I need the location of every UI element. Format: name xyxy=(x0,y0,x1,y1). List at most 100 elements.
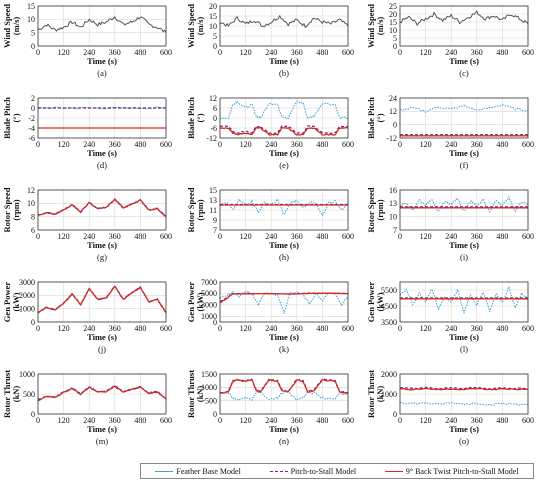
y-axis-label-line: Rotor Speed xyxy=(2,187,12,232)
series-line-backtwist xyxy=(38,198,167,218)
x-tick-label: 600 xyxy=(522,232,534,241)
x-tick-label: 240 xyxy=(445,232,457,241)
series-line-backtwist xyxy=(37,285,167,314)
plot-frame xyxy=(37,281,167,323)
y-tick-label: 7000 xyxy=(201,278,217,287)
x-tick-label: 360 xyxy=(291,232,303,241)
y-tick-label: 7 xyxy=(213,226,217,235)
x-tick-label: 480 xyxy=(134,416,146,425)
y-axis-label-line: (m/s) xyxy=(195,17,205,36)
y-tick-label: 10 xyxy=(389,212,397,221)
y-tick-label: 13 xyxy=(209,196,217,205)
x-tick-label: 360 xyxy=(471,48,483,57)
y-axis-label-line: Blade Pitch xyxy=(186,97,196,139)
x-tick-label: 360 xyxy=(471,416,483,425)
y-axis-label: Rotor Speed(rpm) xyxy=(186,187,205,232)
y-tick-label: 20 xyxy=(389,10,397,19)
x-axis-label: Time (s) xyxy=(87,56,117,66)
y-axis-label-line: Wind Speed xyxy=(186,4,196,48)
y-tick-label: 0 xyxy=(393,410,397,419)
y-tick-label: 16 xyxy=(389,186,397,195)
subplot-letter: (b) xyxy=(279,68,289,78)
y-axis-label-line: (kW) xyxy=(195,292,205,311)
series-line-pitch xyxy=(399,386,529,390)
series-line-feather xyxy=(219,391,349,401)
y-tick-label: 500 xyxy=(23,390,35,399)
x-tick-label: 480 xyxy=(316,140,328,149)
x-tick-label: 0 xyxy=(36,416,40,425)
x-axis-label: Time (s) xyxy=(449,332,479,342)
x-tick-label: 240 xyxy=(265,48,277,57)
series-line-pitch xyxy=(219,125,349,135)
y-tick-label: 1000 xyxy=(381,390,397,399)
subplot-letter: (l) xyxy=(460,344,468,354)
y-tick-label: 0 xyxy=(213,114,217,123)
x-tick-label: 0 xyxy=(218,324,222,333)
legend-swatch-feather xyxy=(155,470,174,472)
y-tick-label: 2000 xyxy=(381,370,397,379)
y-axis-label: Gen Power(kW) xyxy=(366,282,385,323)
y-tick-label: 5000 xyxy=(201,289,217,298)
x-tick-label: 120 xyxy=(240,232,252,241)
series-line-wind xyxy=(219,15,349,28)
x-tick-label: 120 xyxy=(58,140,70,149)
x-tick-label: 0 xyxy=(398,324,402,333)
x-tick-label: 600 xyxy=(342,48,354,57)
x-tick-label: 600 xyxy=(160,140,172,149)
y-tick-label: 3000 xyxy=(201,301,217,310)
y-axis-label-line: Rotor Thrust xyxy=(2,370,12,418)
x-tick-label: 360 xyxy=(471,324,483,333)
y-tick-label: 7 xyxy=(393,226,397,235)
x-tick-label: 360 xyxy=(291,416,303,425)
y-tick-label: 0 xyxy=(393,42,397,51)
x-tick-label: 120 xyxy=(240,324,252,333)
x-tick-label: 360 xyxy=(109,232,121,241)
x-tick-label: 120 xyxy=(420,48,432,57)
x-tick-label: 480 xyxy=(496,324,508,333)
x-tick-label: 360 xyxy=(471,232,483,241)
x-tick-label: 600 xyxy=(522,324,534,333)
y-axis-label-line: (m/s) xyxy=(375,17,385,36)
subplot-m: 0 120 240 360 480 600 0 500 1000 Time (s) Rotor Th… xyxy=(2,370,172,446)
y-tick-label: 15 xyxy=(389,18,397,27)
x-tick-label: 480 xyxy=(496,140,508,149)
y-tick-label: 15 xyxy=(209,186,217,195)
subplot-letter: (i) xyxy=(460,252,468,262)
x-axis-label: Time (s) xyxy=(87,424,117,434)
y-tick-label: -12 xyxy=(386,134,397,143)
y-tick-label: 0 xyxy=(31,42,35,51)
y-axis-label: Rotor Speed(rpm) xyxy=(2,187,21,232)
legend-swatch-pitch xyxy=(269,470,288,472)
y-tick-label: 1000 xyxy=(19,304,35,313)
x-tick-label: 240 xyxy=(83,140,95,149)
y-tick-label: 24 xyxy=(389,94,397,103)
y-tick-label: 5 xyxy=(31,28,35,37)
series-line-feather xyxy=(399,196,528,213)
subplot-l: 0 120 240 360 480 600 3500 4500 5500 Time (s) Gen … xyxy=(366,282,534,354)
x-tick-label: 480 xyxy=(496,48,508,57)
y-axis-label: Wind Speed(m/s) xyxy=(186,4,205,48)
y-axis-label-line: Rotor Speed xyxy=(186,187,196,232)
series-line-feather xyxy=(37,106,167,110)
x-tick-label: 120 xyxy=(58,232,70,241)
subplot-i: 0 120 240 360 480 600 7 10 13 16 Time (s) Rotor Spe… xyxy=(366,186,534,262)
legend-swatch-backtwist xyxy=(384,470,403,472)
plot-frame xyxy=(37,97,167,139)
subplot-letter: (n) xyxy=(279,436,289,446)
x-tick-label: 600 xyxy=(342,232,354,241)
x-tick-label: 600 xyxy=(160,416,172,425)
x-tick-label: 600 xyxy=(342,140,354,149)
y-axis-label-line: (kN) xyxy=(375,386,385,403)
x-tick-label: 480 xyxy=(134,324,146,333)
x-tick-label: 0 xyxy=(218,232,222,241)
x-tick-label: 0 xyxy=(398,48,402,57)
y-axis-label-line: (kW) xyxy=(375,292,385,311)
legend-item-backtwist: 9° Back Twist Pitch-to-Stall Model xyxy=(384,467,519,476)
plot-frame xyxy=(219,373,349,415)
